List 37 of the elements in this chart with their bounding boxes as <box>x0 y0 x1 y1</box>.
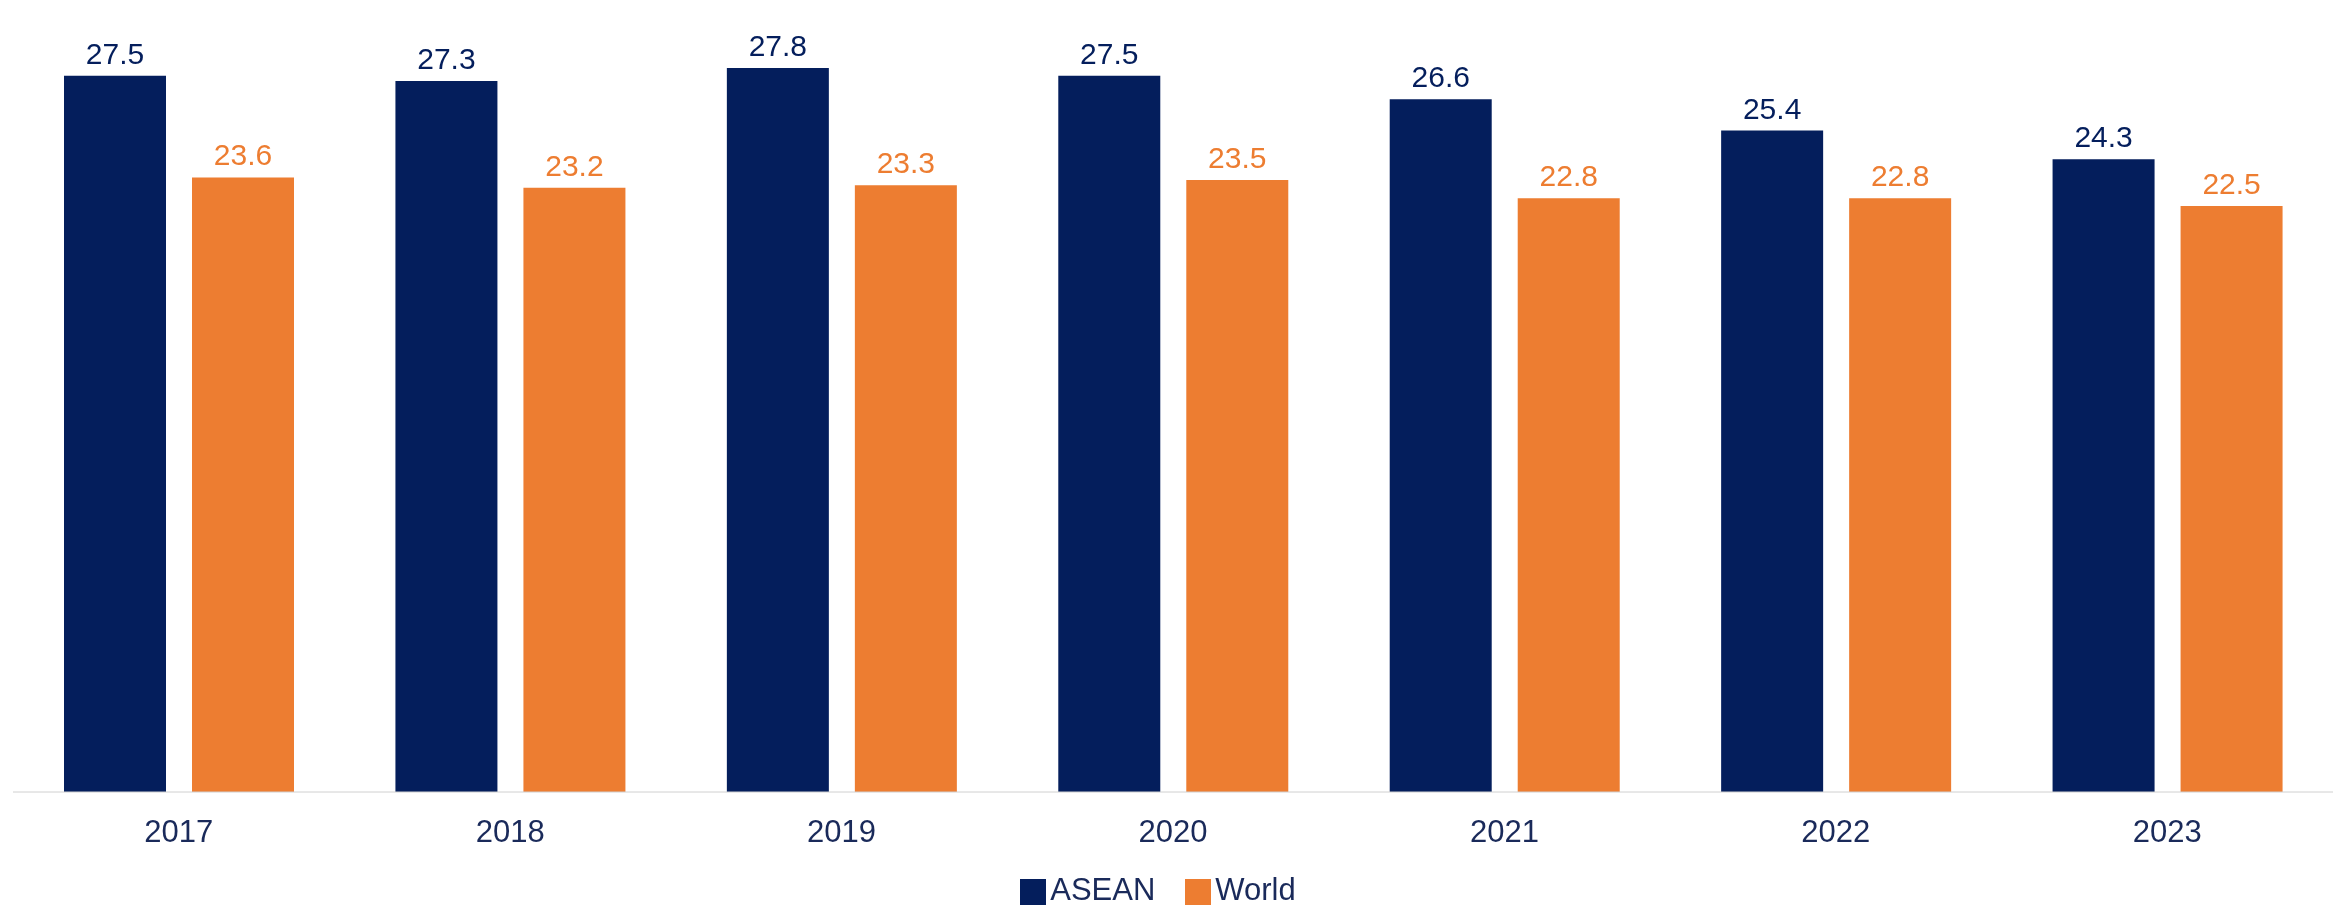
x-tick-label: 2019 <box>807 814 877 850</box>
bar <box>1058 75 1161 792</box>
bar <box>1186 179 1289 792</box>
data-label: 23.2 <box>545 148 604 182</box>
data-label: 23.3 <box>876 146 936 180</box>
bar <box>1389 99 1492 792</box>
bar <box>395 81 498 792</box>
data-label: 27.5 <box>1080 36 1139 70</box>
x-tick-label: 2023 <box>2132 814 2202 850</box>
bar <box>726 68 829 792</box>
x-tick-label: 2017 <box>144 814 214 850</box>
legend-label: ASEAN <box>1050 872 1156 907</box>
bar <box>523 187 626 792</box>
bar <box>1849 198 1952 792</box>
x-tick-label: 2021 <box>1469 814 1539 850</box>
legend-label: World <box>1215 872 1296 907</box>
data-label: 25.4 <box>1742 91 1802 125</box>
data-label: 22.5 <box>2202 167 2261 201</box>
bar <box>192 177 294 792</box>
x-tick-label: 2020 <box>1138 814 1208 850</box>
x-tick-label: 2022 <box>1801 814 1871 850</box>
data-label: 23.6 <box>213 138 273 172</box>
data-label: 27.5 <box>85 36 145 70</box>
data-label: 22.8 <box>1870 159 1930 193</box>
data-label: 24.3 <box>2074 120 2133 154</box>
bar <box>2052 159 2155 792</box>
bar <box>1721 130 1824 792</box>
bar <box>2180 206 2283 792</box>
x-tick-label: 2018 <box>475 814 545 850</box>
bar <box>854 185 957 792</box>
bar <box>1517 198 1620 792</box>
data-label: 22.8 <box>1539 159 1598 193</box>
data-label: 27.3 <box>417 42 476 76</box>
data-label: 27.8 <box>748 29 808 62</box>
data-label: 26.6 <box>1411 60 1470 94</box>
bar <box>64 75 166 792</box>
data-label: 23.5 <box>1208 140 1267 174</box>
